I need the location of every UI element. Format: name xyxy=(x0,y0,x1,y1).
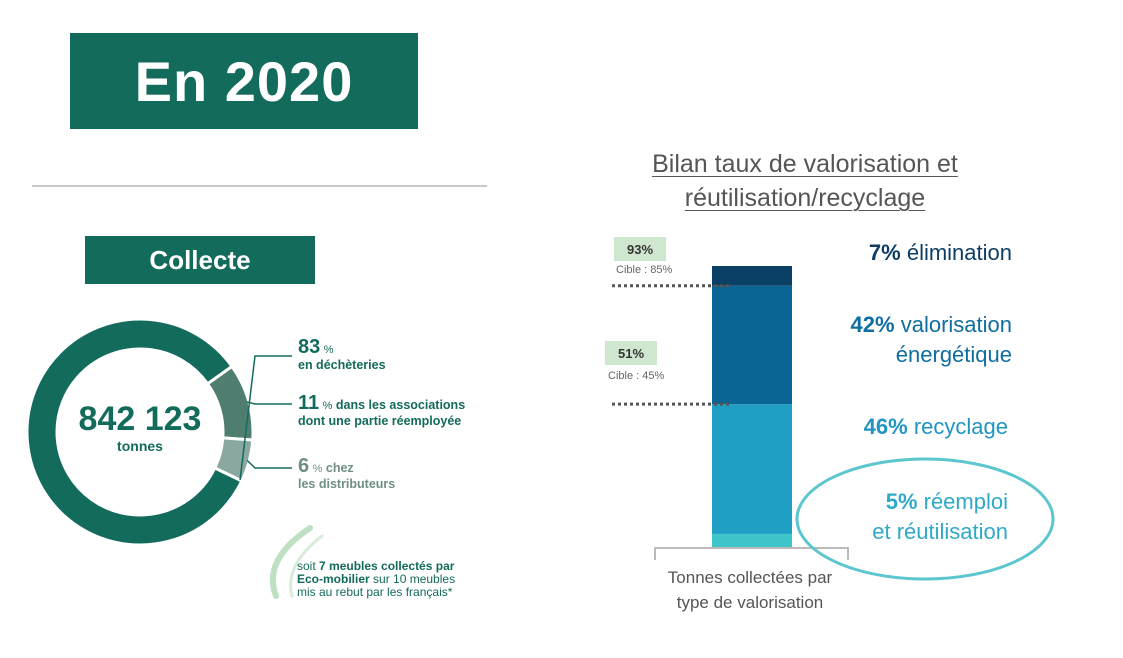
donut-segments xyxy=(25,317,255,547)
note-suffix: sur 10 meubles mis au rebut par les fran… xyxy=(297,572,456,599)
divider xyxy=(32,185,487,187)
highlight-ellipse xyxy=(795,457,1055,581)
segment-label-distributeurs: 6 % chez les distributeurs xyxy=(298,456,458,492)
segment-text-pre: dans les xyxy=(335,398,386,412)
bar-segment xyxy=(712,533,792,548)
bar-label-value: 5% xyxy=(885,489,918,514)
collecte-label: Collecte xyxy=(149,244,251,275)
bar-label-value: 7% xyxy=(868,240,901,265)
donut-unit: tonnes xyxy=(117,438,163,454)
segment-text: les distributeurs xyxy=(298,477,396,491)
segment-value: 6 xyxy=(298,455,310,477)
x-axis-bracket xyxy=(654,547,849,560)
percent-sign: % xyxy=(322,400,333,412)
leader-line xyxy=(246,401,292,405)
target-text-85: Cible : 85% xyxy=(616,264,673,276)
note-arc-decoration xyxy=(269,525,313,599)
x-axis-label: Tonnes collectées par type de valorisati… xyxy=(667,568,833,612)
bar-segments xyxy=(712,266,792,548)
collecte-badge: Collecte xyxy=(85,236,315,284)
bar-label-text2: énergétique xyxy=(895,342,1012,367)
segment-text-pre: chez xyxy=(325,461,354,475)
page-title: En 2020 xyxy=(134,49,354,113)
bar-label-valorisation: 42% valorisation énergétique xyxy=(760,310,1012,370)
donut-segment xyxy=(25,317,244,547)
segment-label-associations: 11 % dans les associations dont une part… xyxy=(298,393,483,429)
donut-center: 842 123 tonnes xyxy=(55,400,225,454)
note-bold: 7 meubles collectés par Eco-mobilier xyxy=(297,559,455,586)
bar-label-value: 42% xyxy=(850,312,895,337)
bar-label-text: réemploi xyxy=(923,489,1008,514)
target-badge-93: 93% xyxy=(614,237,666,261)
bar-label-text: recyclage xyxy=(913,414,1008,439)
target-lines xyxy=(612,284,730,406)
percent-sign: % xyxy=(323,344,334,356)
bar-label-recyclage: 46% recyclage xyxy=(760,414,1008,440)
collection-note: soit 7 meubles collectés par Eco-mobilie… xyxy=(297,560,477,599)
bar-segment xyxy=(712,266,792,286)
segment-label-decheteries: 83 % en déchèteries xyxy=(298,337,498,373)
note-arc-decoration-inner xyxy=(289,534,324,598)
bar-label-text: élimination xyxy=(906,240,1012,265)
segment-value: 83 xyxy=(298,336,321,358)
percent-sign: % xyxy=(312,463,323,475)
bar-label-value: 46% xyxy=(863,414,908,439)
bar-segment xyxy=(712,404,792,534)
segment-text: associations dont une partie réemployée xyxy=(298,398,466,428)
chart-title: Bilan taux de valorisation et réutilisat… xyxy=(652,150,958,212)
leader-line xyxy=(239,355,292,481)
bar-segment xyxy=(712,285,792,405)
leader-lines xyxy=(239,355,292,481)
title-banner: En 2020 xyxy=(70,33,418,129)
bar-label-elimination: 7% élimination xyxy=(760,240,1012,266)
segment-text: en déchèteries xyxy=(298,358,386,372)
leader-line xyxy=(246,459,292,469)
note-prefix: soit xyxy=(297,559,320,573)
bar-label-reemploi: 5% réemploi et réutilisation xyxy=(800,487,1008,547)
bar-label-text: valorisation xyxy=(900,312,1012,337)
segment-value: 11 xyxy=(298,392,320,414)
bar-label-text2: et réutilisation xyxy=(872,519,1008,544)
target-text-45: Cible : 45% xyxy=(608,370,665,382)
donut-total: 842 123 xyxy=(78,400,202,438)
target-badge-51: 51% xyxy=(605,341,657,365)
